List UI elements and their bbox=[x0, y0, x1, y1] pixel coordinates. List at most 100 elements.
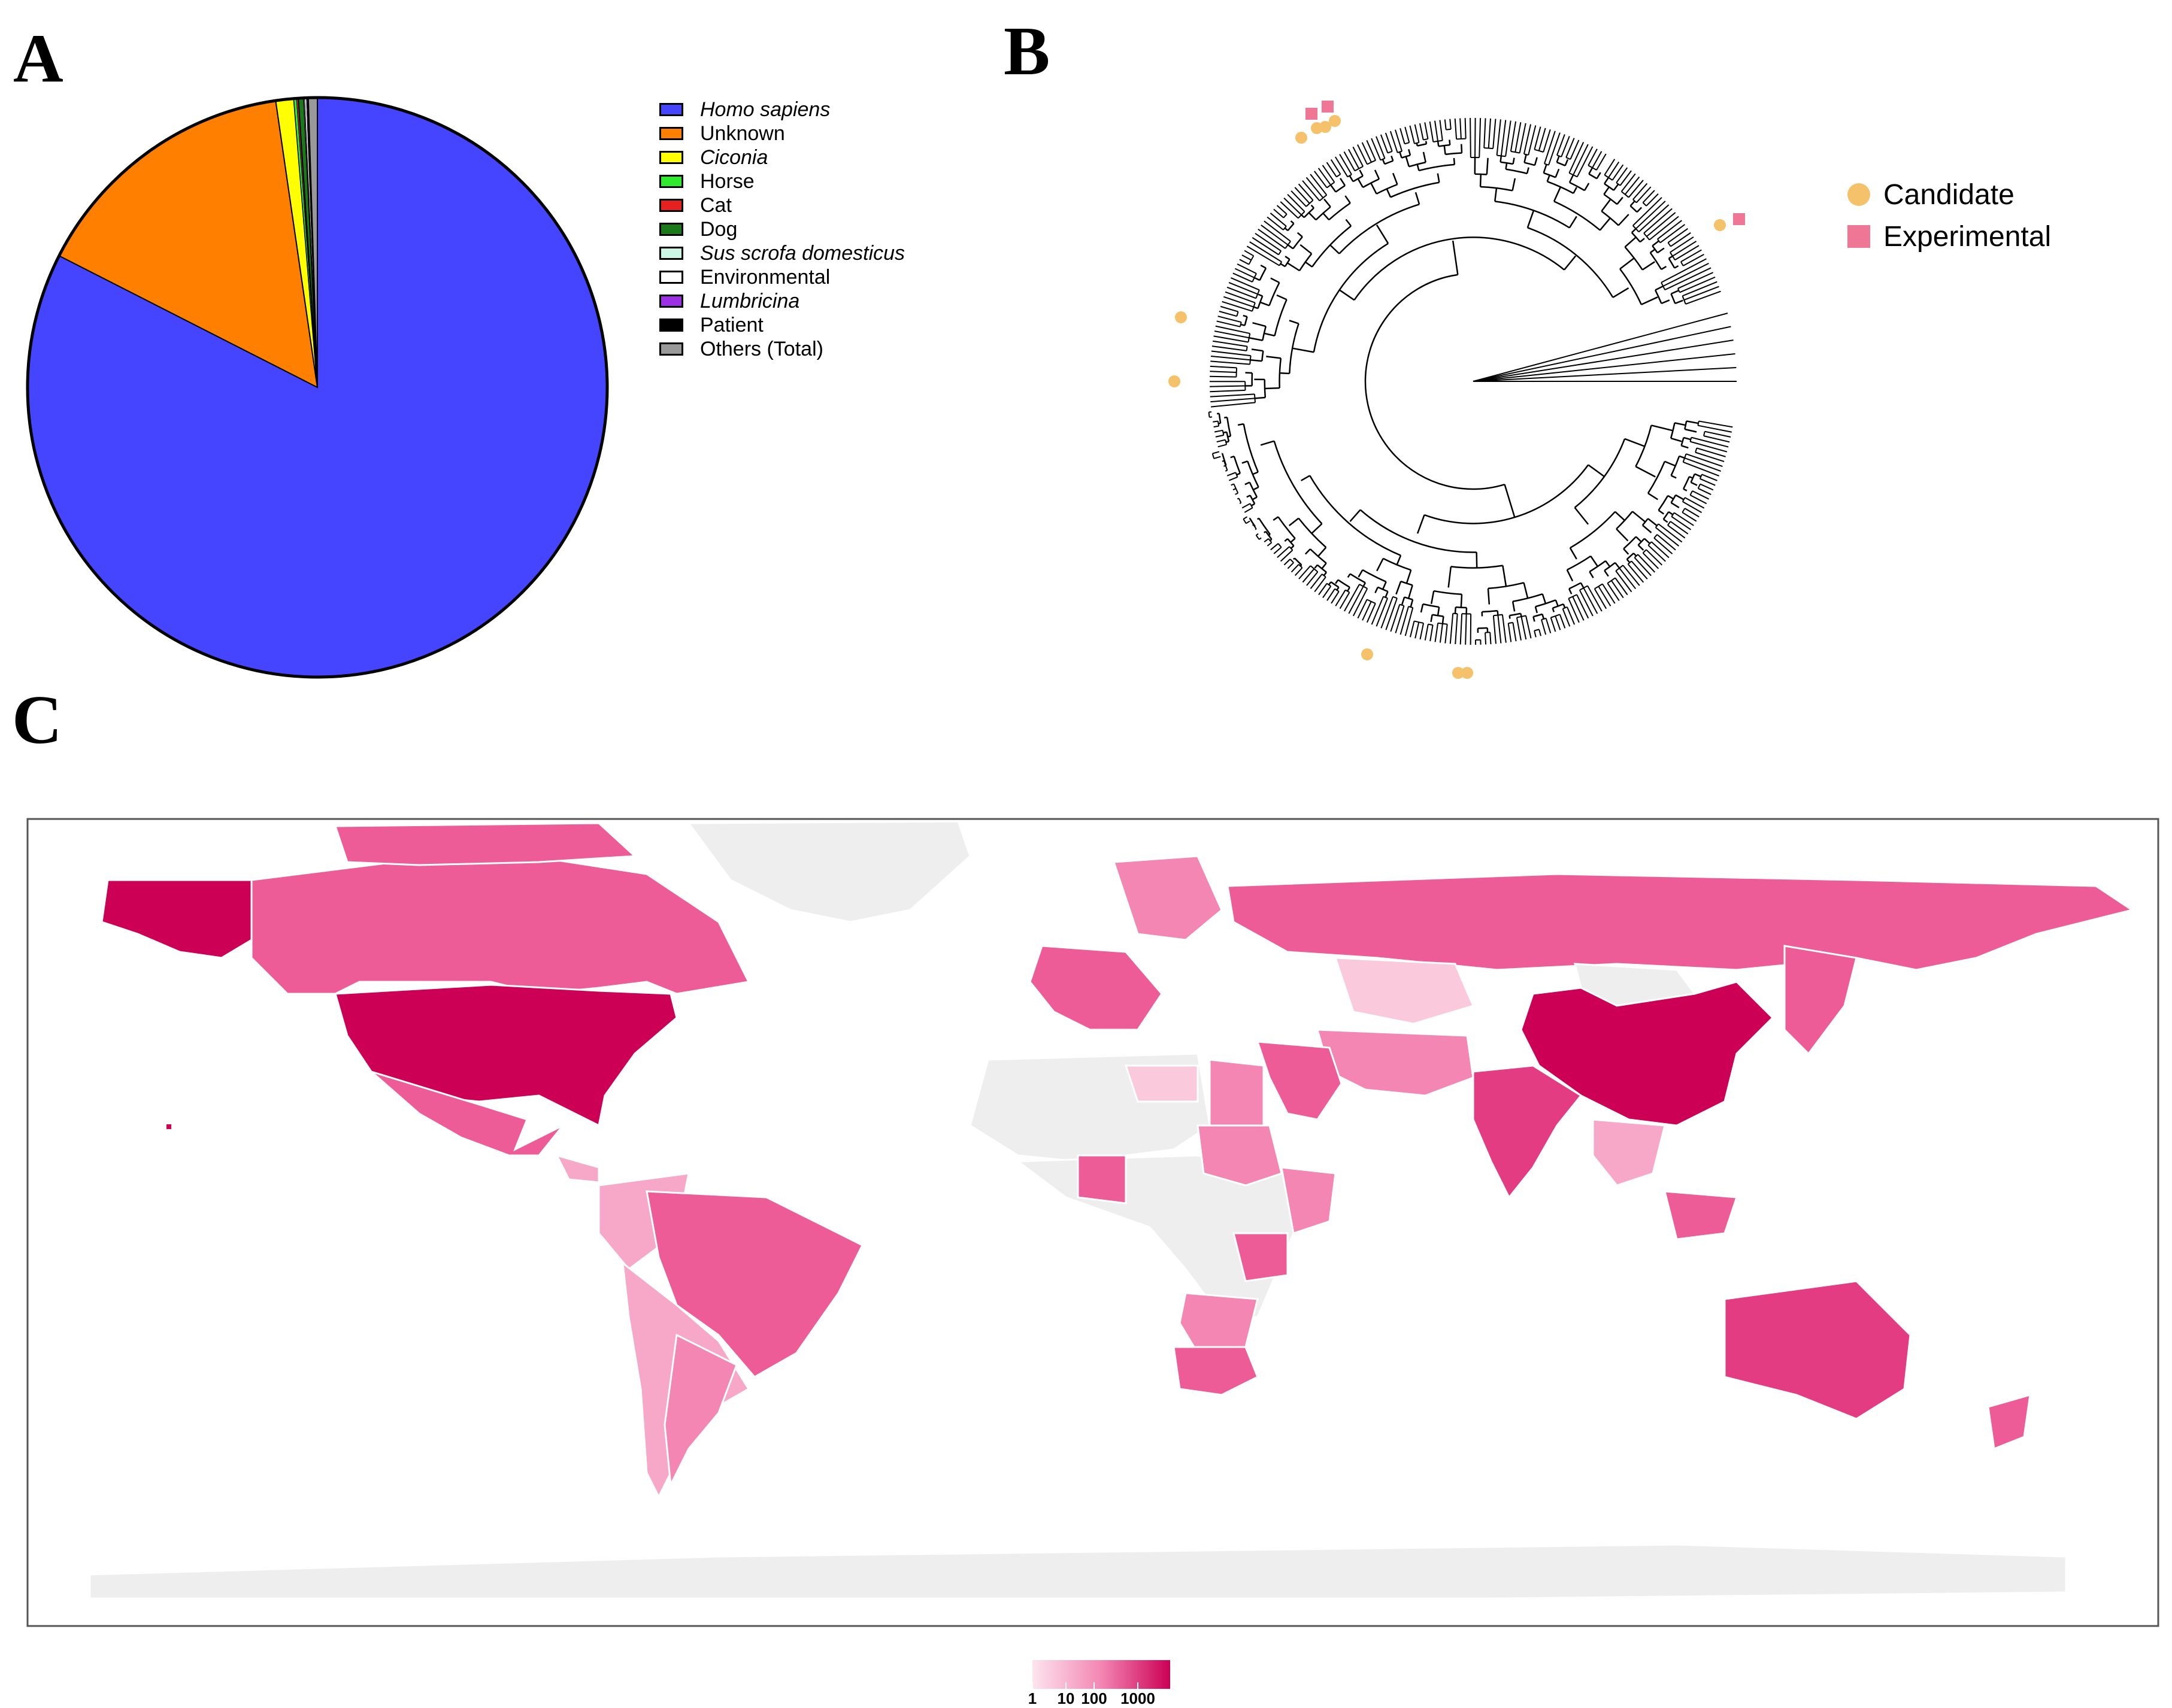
tree-branch bbox=[1267, 542, 1271, 546]
tree-branch bbox=[1461, 144, 1462, 153]
tree-branch bbox=[1542, 614, 1543, 619]
tree-branch bbox=[1410, 126, 1414, 144]
tree-branch bbox=[1391, 605, 1399, 632]
tree-branch bbox=[1539, 629, 1541, 636]
tree-branch bbox=[1643, 190, 1654, 203]
tree-arc bbox=[1234, 456, 1240, 473]
legend-label-experimental: Experimental bbox=[1883, 220, 2051, 253]
tree-branch bbox=[1214, 426, 1219, 427]
tree-branch bbox=[1600, 218, 1610, 230]
tree-branch bbox=[1611, 581, 1623, 598]
tree-branch bbox=[1640, 238, 1644, 242]
tree-branch bbox=[1470, 118, 1471, 157]
tree-arc bbox=[1236, 368, 1237, 377]
tree-arc bbox=[1643, 202, 1646, 206]
tree-branch bbox=[1349, 149, 1359, 168]
tree-branch bbox=[1393, 173, 1397, 184]
tree-branch bbox=[1211, 356, 1250, 360]
candidate-marker bbox=[1461, 667, 1473, 679]
tree-branch bbox=[1619, 214, 1629, 225]
tree-branch bbox=[1497, 119, 1501, 155]
tree-arc bbox=[1288, 223, 1294, 230]
experimental-marker bbox=[1322, 101, 1334, 113]
tree-branch bbox=[1440, 624, 1443, 643]
tree-arc bbox=[1434, 591, 1462, 594]
tree-branch bbox=[1247, 246, 1279, 265]
tree-arc bbox=[1695, 448, 1697, 452]
tree-branch bbox=[1244, 508, 1252, 512]
legend-label: Ciconia bbox=[700, 146, 768, 169]
tree-arc bbox=[1659, 496, 1668, 510]
tree-branch bbox=[1644, 209, 1672, 233]
tree-branch bbox=[1292, 565, 1299, 572]
legend-swatch bbox=[659, 199, 683, 212]
tree-branch bbox=[1615, 578, 1628, 594]
color-scale-tick-label: 10 bbox=[1058, 1689, 1075, 1708]
tree-arc bbox=[1554, 201, 1600, 230]
tree-branch bbox=[1277, 547, 1289, 557]
tree-arc bbox=[1354, 237, 1564, 300]
pie-chart bbox=[28, 98, 607, 677]
tree-markers bbox=[1168, 101, 1745, 679]
tree-branch bbox=[1253, 472, 1258, 474]
tree-branch bbox=[1329, 582, 1331, 585]
tree-branch bbox=[1686, 421, 1698, 423]
tree-branch bbox=[1511, 122, 1516, 151]
tree-arc bbox=[1279, 251, 1281, 254]
tree-branch bbox=[1652, 542, 1669, 557]
tree-branch bbox=[1617, 198, 1622, 205]
tree-branch bbox=[1535, 157, 1537, 165]
tree-branch bbox=[1331, 185, 1335, 192]
tree-branch bbox=[1567, 570, 1573, 581]
tree-branch bbox=[1244, 251, 1253, 256]
tree-branch bbox=[1623, 549, 1628, 554]
legend-label: Patient bbox=[700, 314, 764, 337]
tree-branch bbox=[1671, 290, 1679, 294]
tree-branch bbox=[1613, 288, 1628, 298]
tree-branch bbox=[1227, 287, 1256, 298]
tree-branch bbox=[1638, 545, 1644, 550]
tree-arc bbox=[1569, 583, 1581, 589]
tree-branch bbox=[1595, 588, 1606, 608]
tree-branch bbox=[1247, 495, 1250, 497]
tree-branch bbox=[1570, 216, 1577, 227]
tree-arc bbox=[1405, 142, 1410, 144]
tree-branch bbox=[1480, 174, 1481, 187]
tree-branch bbox=[1345, 196, 1350, 203]
tree-branch bbox=[1461, 594, 1462, 608]
legend-label: Unknown bbox=[700, 122, 785, 145]
tree-branch bbox=[1473, 368, 1736, 381]
tree-branch bbox=[1637, 187, 1651, 202]
country-libya bbox=[1126, 1066, 1198, 1102]
tree-branch bbox=[1636, 537, 1641, 542]
legend-item: Unknown bbox=[659, 122, 905, 145]
experimental-marker bbox=[1733, 213, 1745, 225]
tree-branch bbox=[1344, 151, 1355, 171]
tree-branch bbox=[1577, 594, 1588, 618]
tree-branch bbox=[1643, 525, 1652, 532]
tree-branch bbox=[1305, 262, 1312, 267]
tree-branch bbox=[1494, 615, 1496, 644]
tree-arc bbox=[1669, 259, 1675, 268]
tree-branch bbox=[1300, 245, 1311, 254]
tree-branch bbox=[1450, 614, 1453, 644]
tree-arc bbox=[1631, 206, 1637, 212]
tree-branch bbox=[1700, 484, 1713, 490]
tree-branch bbox=[1252, 497, 1257, 499]
country-arctic-islands bbox=[335, 823, 635, 865]
tree-arc bbox=[1237, 312, 1238, 317]
tree-branch bbox=[1298, 233, 1302, 237]
tree-arc bbox=[1671, 294, 1676, 304]
tree-branch bbox=[1585, 183, 1589, 190]
tree-branch bbox=[1210, 361, 1250, 364]
experimental-marker bbox=[1305, 108, 1317, 120]
tree-arc bbox=[1362, 570, 1386, 582]
legend-item: Cat bbox=[659, 193, 905, 217]
tree-branch bbox=[1288, 563, 1293, 569]
candidate-marker bbox=[1168, 375, 1180, 387]
legend-label: Homo sapiens bbox=[700, 98, 830, 122]
legend-label-candidate: Candidate bbox=[1883, 178, 2015, 211]
tree-branch bbox=[1311, 574, 1322, 588]
tree-arc bbox=[1256, 535, 1259, 539]
tree-branch bbox=[1505, 484, 1515, 517]
